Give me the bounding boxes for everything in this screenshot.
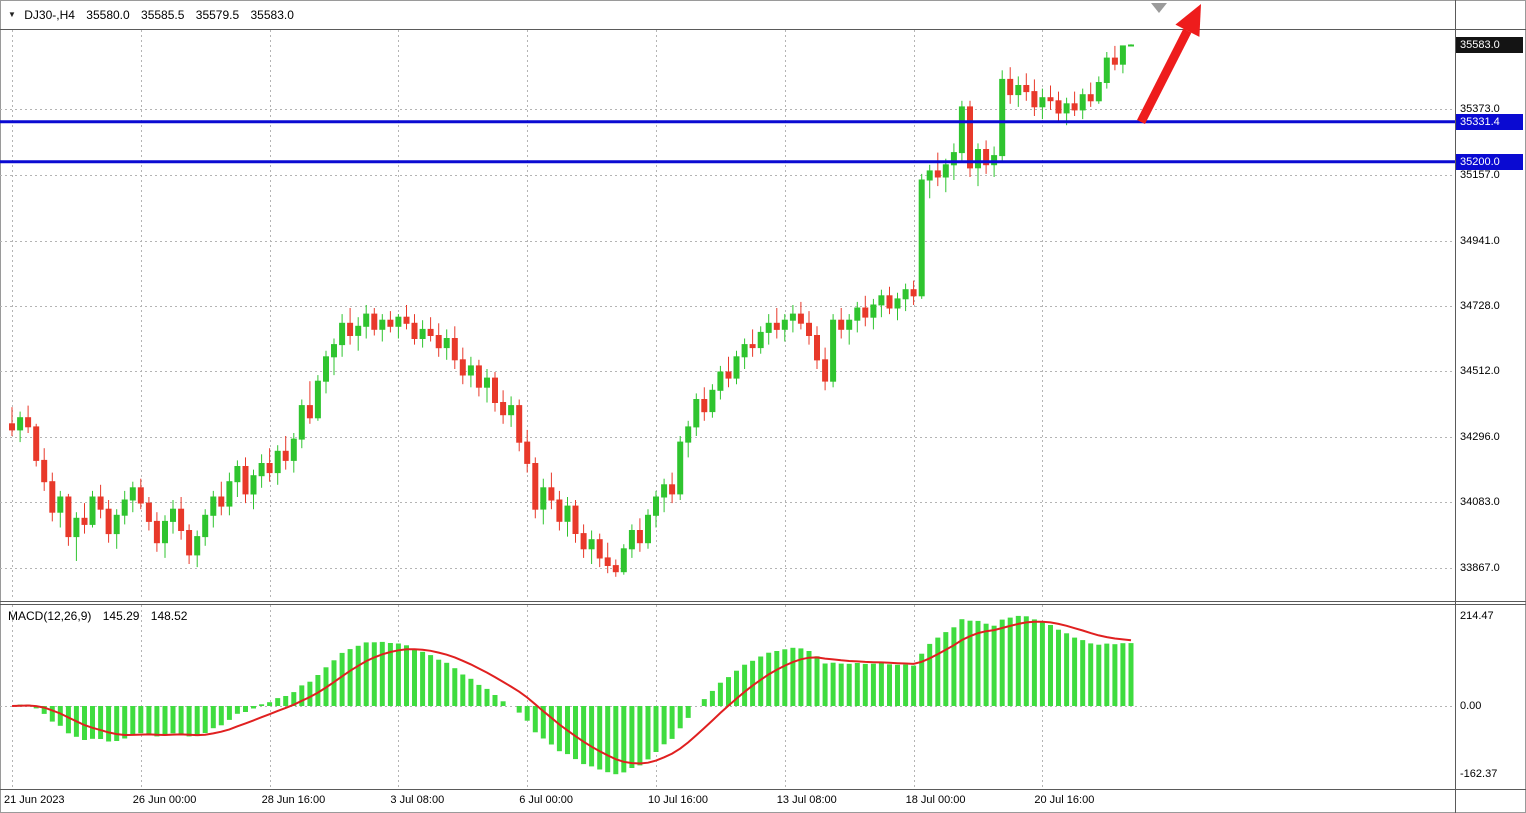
- time-tick-label: 6 Jul 00:00: [519, 794, 574, 806]
- chart-header: ▼ DJ30-,H4 35580.0 35585.5 35579.5 35583…: [8, 8, 294, 22]
- macd-signal-line: [11, 620, 1132, 765]
- ohlc-open-value: 35580.0: [86, 8, 130, 22]
- chart-shift-marker-icon[interactable]: [1151, 3, 1167, 13]
- macd-tick-label: 214.47: [1460, 609, 1494, 622]
- price-tick-label: 34728.0: [1460, 299, 1500, 312]
- time-axis[interactable]: 21 Jun 2023 26 Jun 00:00 28 Jun 16:00 3 Jul…: [0, 789, 1455, 813]
- macd-name: MACD(12,26,9): [8, 609, 92, 623]
- price-tick-label: 35373.0: [1460, 103, 1500, 115]
- price-tick-label: 33867.0: [1460, 562, 1500, 574]
- candles-bearish: [9, 45, 1118, 577]
- current-price-tag: 35583.0: [1456, 37, 1523, 53]
- price-axis[interactable]: 35373.0 35157.0 34941.0 34728.0 34512.0 34296…: [1456, 0, 1526, 813]
- grid-lines: [0, 30, 1455, 788]
- ohlc-low-value: 35579.5: [195, 8, 240, 22]
- price-tick-label: 34941.0: [1460, 234, 1500, 247]
- time-tick-label: 21 Jun 2023: [4, 794, 65, 806]
- time-tick-label: 26 Jun 00:00: [132, 794, 197, 806]
- time-tick-label: 18 Jul 00:00: [905, 794, 966, 806]
- level-price-tag: 35331.4: [1456, 113, 1523, 130]
- price-tick-label: 35157.0: [1460, 168, 1500, 181]
- trend-arrow[interactable]: [1136, 4, 1201, 125]
- ohlc-high-value: 35585.5: [141, 8, 185, 22]
- macd-signal-value: 148.52: [150, 609, 188, 623]
- time-tick-label: 13 Jul 08:00: [776, 794, 837, 806]
- level-price-tag: 35200.0: [1456, 153, 1523, 170]
- price-tick-label: 34083.0: [1460, 496, 1500, 509]
- macd-histogram: [17, 615, 1134, 775]
- symbol-dropdown-icon[interactable]: ▼: [8, 10, 16, 19]
- time-tick-label: 3 Jul 08:00: [390, 794, 445, 806]
- macd-tick-label: 0.00: [1460, 700, 1482, 712]
- macd-tick-label: -162.37: [1460, 768, 1498, 781]
- time-tick-label: 20 Jul 16:00: [1034, 794, 1095, 806]
- ohlc-close-value: 35583.0: [250, 8, 294, 22]
- candles-bullish: [17, 44, 1134, 575]
- time-tick-label: 28 Jun 16:00: [261, 794, 326, 806]
- symbol-timeframe-label: DJ30-,H4: [24, 8, 75, 22]
- support-resistance-lines[interactable]: [0, 120, 1455, 164]
- macd-indicator-label: MACD(12,26,9) 145.29 148.52: [8, 609, 187, 623]
- trend-arrow-head: [1175, 4, 1201, 37]
- price-tick-label: 34512.0: [1460, 365, 1500, 378]
- macd-main-value: 145.29: [102, 609, 140, 623]
- time-tick-label: 10 Jul 16:00: [648, 794, 708, 806]
- price-tick-label: 34296.0: [1460, 431, 1500, 444]
